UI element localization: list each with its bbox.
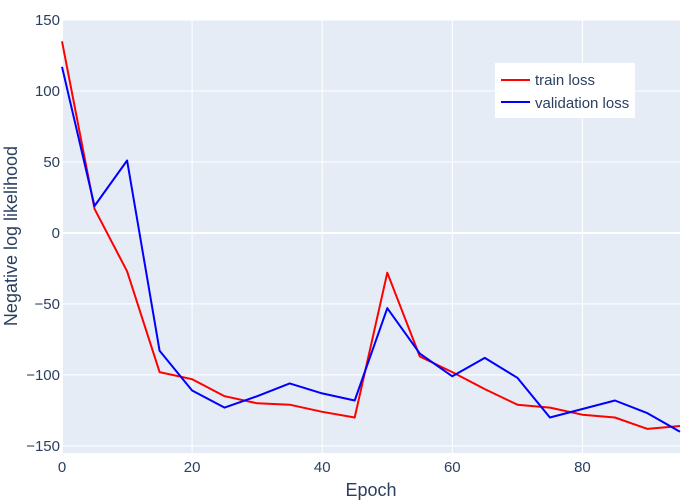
x-tick-label: 0 xyxy=(58,459,66,476)
x-tick-label: 60 xyxy=(444,459,461,476)
y-axis-title: Negative log likelihood xyxy=(1,146,21,326)
y-tick-label: 150 xyxy=(35,12,60,29)
y-tick-label: 0 xyxy=(52,225,60,242)
x-tick-label: 20 xyxy=(184,459,201,476)
x-axis-ticks: 0 20 40 60 80 xyxy=(58,459,591,476)
y-tick-label: 50 xyxy=(43,154,60,171)
legend-label-train: train loss xyxy=(535,72,595,89)
series-line-validation-loss xyxy=(61,66,681,433)
legend-label-validation: validation loss xyxy=(535,95,629,112)
y-tick-label: −100 xyxy=(26,367,60,384)
series-group xyxy=(61,41,681,433)
legend-box xyxy=(495,63,635,118)
y-tick-label: −50 xyxy=(35,296,60,313)
zero-line xyxy=(61,20,680,453)
y-tick-label: −150 xyxy=(26,438,60,455)
x-tick-label: 80 xyxy=(574,459,591,476)
legend: train loss validation loss xyxy=(495,63,635,118)
grid xyxy=(62,19,680,453)
x-axis-title: Epoch xyxy=(345,480,396,500)
y-tick-label: 100 xyxy=(35,83,60,100)
series-line-train-loss xyxy=(61,41,681,430)
x-tick-label: 40 xyxy=(314,459,331,476)
y-axis-ticks: −150 −100 −50 0 50 100 150 xyxy=(26,12,60,455)
